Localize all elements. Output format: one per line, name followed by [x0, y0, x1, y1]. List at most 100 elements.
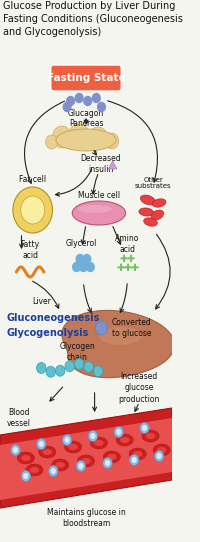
Circle shape [86, 262, 94, 272]
Circle shape [154, 450, 164, 461]
Circle shape [21, 196, 45, 224]
Circle shape [21, 470, 31, 481]
Ellipse shape [77, 205, 112, 213]
Ellipse shape [81, 458, 91, 464]
Ellipse shape [107, 454, 117, 460]
Text: Glucagon: Glucagon [68, 108, 104, 118]
Text: Pancreas: Pancreas [69, 119, 103, 128]
Ellipse shape [21, 455, 31, 461]
Ellipse shape [99, 327, 142, 345]
Circle shape [49, 466, 58, 476]
Ellipse shape [39, 446, 56, 458]
Polygon shape [0, 408, 172, 508]
Circle shape [105, 460, 110, 466]
Ellipse shape [94, 440, 104, 446]
Polygon shape [108, 161, 117, 169]
Ellipse shape [52, 126, 71, 148]
Ellipse shape [139, 208, 154, 216]
Circle shape [63, 102, 71, 112]
Circle shape [103, 457, 112, 468]
Ellipse shape [68, 444, 78, 450]
Text: ✚: ✚ [127, 254, 135, 264]
Ellipse shape [151, 210, 164, 220]
Text: Decreased
insulin: Decreased insulin [80, 154, 121, 173]
Ellipse shape [152, 199, 166, 207]
Text: Increased
glucose
production: Increased glucose production [119, 372, 160, 404]
Circle shape [13, 447, 18, 453]
Ellipse shape [43, 449, 52, 455]
Text: Blood
vessel: Blood vessel [7, 408, 31, 428]
Text: Maintains glucose in
bloodstream: Maintains glucose in bloodstream [47, 508, 125, 528]
Text: Gluconeogenesis: Gluconeogenesis [7, 313, 100, 323]
Circle shape [37, 438, 46, 449]
Ellipse shape [17, 452, 34, 464]
Ellipse shape [77, 455, 95, 467]
Circle shape [140, 423, 149, 434]
Circle shape [129, 455, 139, 466]
Circle shape [39, 441, 44, 447]
Text: Converted
to glucose: Converted to glucose [112, 318, 152, 338]
Circle shape [78, 463, 83, 469]
Circle shape [23, 473, 28, 479]
Ellipse shape [30, 467, 39, 473]
Ellipse shape [46, 135, 58, 149]
Polygon shape [0, 418, 172, 500]
Circle shape [98, 102, 105, 112]
Text: Glycogenolysis: Glycogenolysis [7, 328, 89, 338]
Circle shape [11, 444, 20, 455]
Circle shape [62, 435, 72, 446]
Ellipse shape [153, 444, 170, 456]
Ellipse shape [116, 434, 133, 446]
Text: Muscle cell: Muscle cell [78, 190, 120, 199]
Circle shape [74, 358, 84, 370]
Ellipse shape [56, 129, 116, 151]
Circle shape [80, 262, 87, 272]
Circle shape [90, 433, 95, 439]
Ellipse shape [129, 448, 146, 460]
Ellipse shape [144, 218, 157, 226]
Ellipse shape [72, 201, 126, 225]
Ellipse shape [90, 437, 108, 449]
Ellipse shape [26, 464, 43, 476]
Circle shape [37, 363, 46, 373]
FancyBboxPatch shape [51, 65, 121, 91]
Text: Fat cell: Fat cell [19, 176, 46, 184]
Ellipse shape [103, 451, 120, 463]
Text: Fatty
acid: Fatty acid [21, 240, 40, 260]
Text: ✚: ✚ [120, 254, 128, 264]
Text: ✚: ✚ [116, 263, 124, 273]
Circle shape [67, 96, 74, 106]
Ellipse shape [69, 124, 89, 146]
Circle shape [76, 461, 86, 472]
Circle shape [114, 427, 123, 437]
Circle shape [65, 437, 70, 443]
Text: Glucose Production by Liver During
Fasting Conditions (Gluconeogenesis
and Glyco: Glucose Production by Liver During Fasti… [3, 1, 183, 37]
Circle shape [76, 255, 84, 263]
Ellipse shape [105, 133, 119, 149]
Polygon shape [62, 311, 174, 378]
Ellipse shape [65, 441, 82, 453]
Text: ✚: ✚ [130, 263, 138, 273]
Circle shape [55, 365, 65, 376]
Circle shape [65, 361, 74, 372]
Circle shape [13, 187, 52, 233]
Circle shape [157, 453, 162, 459]
Text: Glycogen
chain: Glycogen chain [60, 343, 95, 362]
Circle shape [84, 362, 93, 372]
Circle shape [73, 262, 80, 272]
Circle shape [46, 366, 55, 377]
Circle shape [84, 96, 92, 106]
Ellipse shape [146, 433, 155, 439]
Text: Amino
acid: Amino acid [115, 234, 139, 254]
Ellipse shape [140, 195, 155, 205]
Ellipse shape [52, 459, 69, 471]
Circle shape [51, 468, 56, 474]
Ellipse shape [55, 462, 65, 468]
Circle shape [75, 94, 83, 102]
Text: Fasting State: Fasting State [47, 73, 125, 83]
Ellipse shape [89, 127, 108, 147]
Circle shape [116, 429, 121, 435]
Circle shape [95, 321, 108, 335]
Circle shape [142, 425, 147, 431]
Circle shape [92, 94, 100, 102]
